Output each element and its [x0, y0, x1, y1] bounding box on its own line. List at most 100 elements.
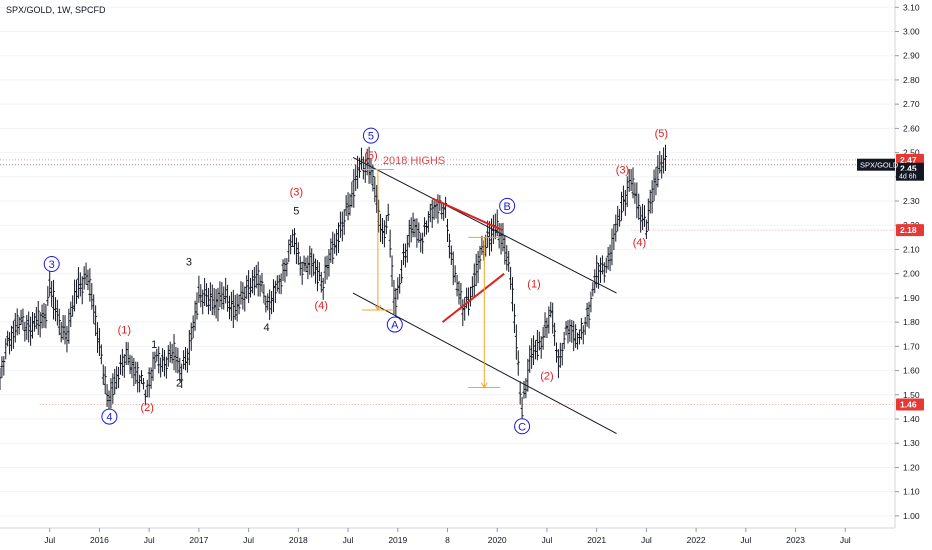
price-bar: [545, 317, 549, 338]
price-bar: [153, 351, 157, 370]
price-bar: [94, 305, 98, 337]
price-bar: [465, 287, 469, 309]
price-bar: [29, 316, 33, 346]
price-bar: [191, 315, 195, 339]
price-bar: [644, 219, 648, 240]
price-bar: [390, 255, 394, 287]
price-bar: [235, 293, 239, 322]
price-bar: [155, 348, 159, 362]
price-bar: [639, 206, 643, 233]
price-bar: [258, 275, 262, 297]
price-bar: [187, 329, 191, 366]
x-tick-label: 2021: [587, 535, 606, 545]
y-tick-label: 1.00: [903, 511, 920, 521]
x-tick-label: Jul: [343, 535, 354, 545]
price-bar: [275, 275, 279, 292]
price-bar: [247, 270, 251, 304]
price-bar: [572, 320, 576, 352]
y-tick-label: 1.20: [903, 462, 920, 472]
price-bar: [359, 147, 363, 170]
price-bar: [400, 259, 404, 283]
price-bar: [132, 358, 136, 387]
price-bar: [501, 222, 505, 252]
price-bar: [69, 301, 73, 327]
x-tick-label: 2018: [289, 535, 308, 545]
price-bar: [233, 294, 237, 320]
price-bar: [576, 332, 580, 350]
y-tick-label: 2.50: [903, 148, 920, 158]
price-bar: [424, 220, 428, 235]
price-bar: [564, 321, 568, 336]
red-trend-line[interactable]: [432, 197, 503, 232]
price-bar: [472, 263, 476, 297]
price-bar: [302, 255, 306, 272]
price-bar: [143, 389, 147, 406]
svg-text:3: 3: [186, 257, 192, 269]
svg-text:(1): (1): [118, 324, 131, 336]
measure-bracket[interactable]: [361, 169, 394, 311]
price-bar: [74, 279, 78, 304]
grid-lines: [0, 6, 895, 517]
price-bar: [423, 217, 427, 237]
price-bar: [589, 291, 593, 313]
y-tick-label: 1.40: [903, 414, 920, 424]
price-bar: [19, 309, 23, 326]
svg-text:A: A: [391, 320, 399, 332]
svg-text:4: 4: [263, 322, 269, 334]
channel-line[interactable]: [352, 156, 617, 294]
price-bar: [442, 202, 446, 221]
price-bar: [306, 255, 310, 280]
symbol-tag: [857, 158, 895, 171]
wave-label: 5: [293, 206, 299, 218]
price-bar: [214, 288, 218, 319]
y-tick-label: 1.50: [903, 390, 920, 400]
price-bar: [382, 220, 386, 248]
price-bar: [608, 244, 612, 272]
wave-label: (5): [364, 150, 377, 162]
price-bar: [82, 266, 86, 290]
price-bar: [646, 198, 650, 231]
price-bar: [516, 350, 520, 376]
price-bar: [476, 250, 480, 284]
price-axis[interactable]: 1.00 1.10 1.20 1.30 1.40 1.50 1.60 1.70 1.80 1.90…: [857, 0, 924, 528]
price-bar: [99, 344, 103, 365]
x-tick-label: Jul: [243, 535, 254, 545]
price-bar: [249, 277, 253, 298]
svg-text:B: B: [503, 201, 510, 213]
time-axis[interactable]: Jul 2016 Jul 2017 Jul 2018 Jul 2019 8 2020 Jul 2021…: [0, 527, 895, 545]
price-bar: [88, 268, 92, 302]
price-bar: [103, 366, 107, 395]
price-bar: [419, 233, 423, 253]
price-bar: [147, 367, 151, 398]
price-bar: [241, 282, 245, 310]
price-bar: [604, 257, 608, 274]
price-bar: [461, 299, 465, 327]
price-bar: [570, 320, 574, 343]
price-bar: [42, 302, 46, 328]
price-bar: [650, 180, 654, 214]
price-bar: [6, 330, 10, 347]
price-bar: [453, 265, 457, 283]
y-tick-label: 3.00: [903, 26, 920, 36]
price-bar: [486, 220, 490, 248]
price-bar: [581, 325, 585, 345]
price-bar: [541, 326, 545, 350]
price-bar: [503, 235, 507, 265]
price-bar: [185, 348, 189, 373]
price-bar: [533, 340, 537, 360]
price-bar: [310, 248, 314, 278]
price-bar: [4, 338, 8, 360]
price-bar: [126, 342, 130, 366]
svg-text:(3): (3): [616, 165, 629, 177]
wave-label: (5): [655, 128, 668, 140]
price-bar: [262, 284, 266, 304]
price-bar: [172, 334, 176, 371]
price-tag-label: 2.45: [900, 164, 917, 174]
price-bar: [52, 279, 56, 320]
wave-label: 4: [263, 322, 269, 334]
price-bar: [164, 356, 168, 379]
red-trend-line[interactable]: [441, 272, 505, 323]
price-bar: [67, 308, 71, 344]
price-bar: [585, 302, 589, 327]
measure-bracket[interactable]: [468, 236, 501, 389]
